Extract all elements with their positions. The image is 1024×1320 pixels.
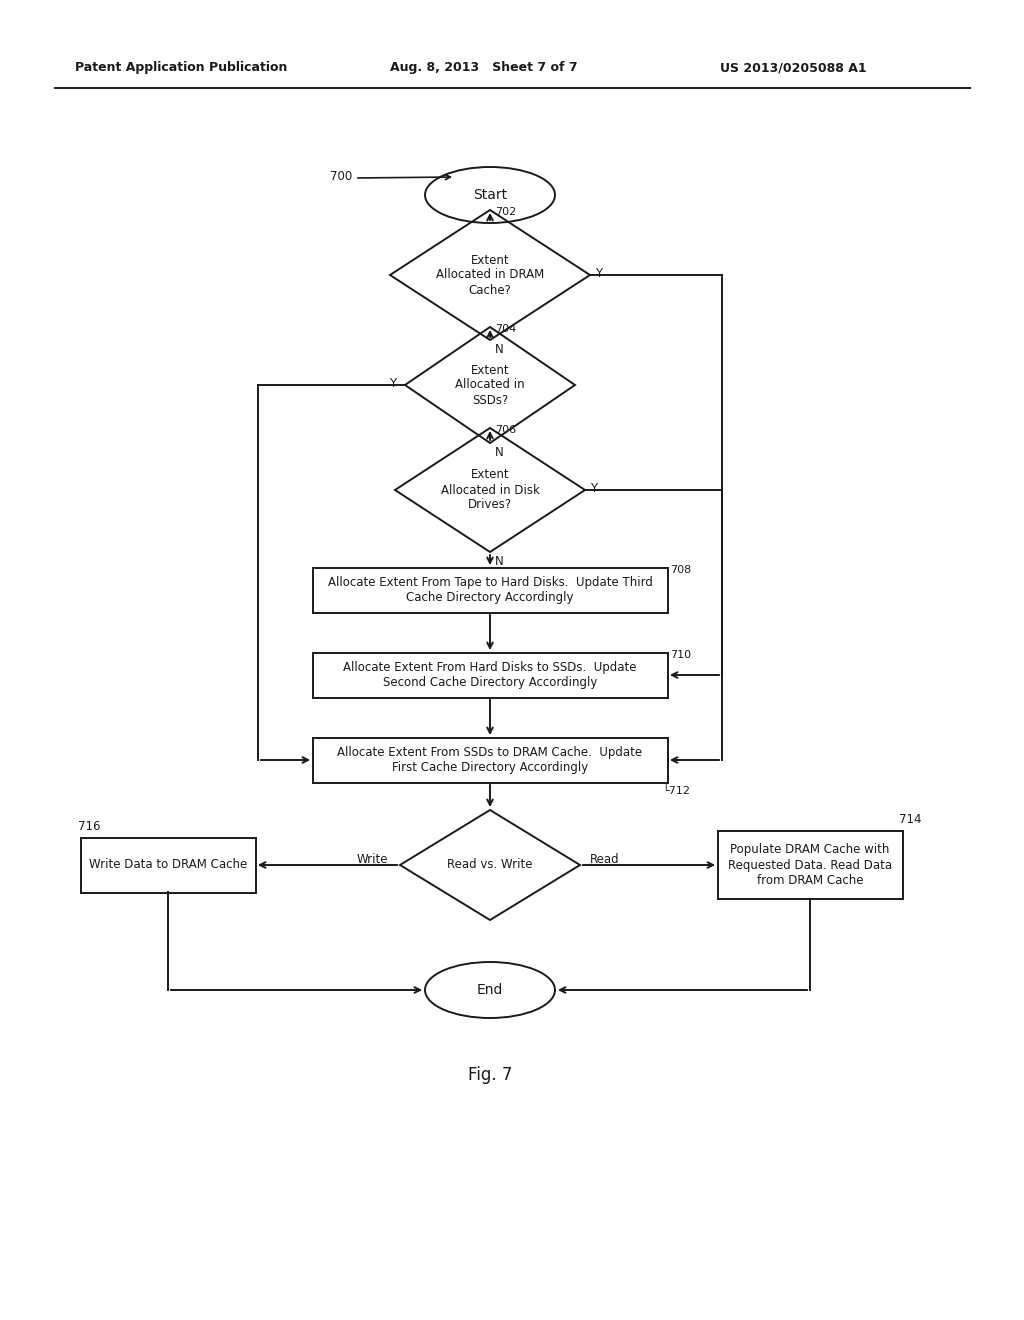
Text: Read: Read bbox=[590, 853, 620, 866]
Text: Extent
Allocated in
SSDs?: Extent Allocated in SSDs? bbox=[456, 363, 525, 407]
Text: 710: 710 bbox=[670, 649, 691, 660]
Text: US 2013/0205088 A1: US 2013/0205088 A1 bbox=[720, 62, 866, 74]
Text: Fig. 7: Fig. 7 bbox=[468, 1067, 512, 1084]
Text: Allocate Extent From Tape to Hard Disks.  Update Third
Cache Directory According: Allocate Extent From Tape to Hard Disks.… bbox=[328, 576, 652, 605]
Text: 714: 714 bbox=[899, 813, 922, 826]
Text: Y: Y bbox=[590, 482, 597, 495]
Text: Start: Start bbox=[473, 187, 507, 202]
Text: 716: 716 bbox=[78, 820, 100, 833]
Text: N: N bbox=[495, 446, 504, 459]
Text: 700: 700 bbox=[330, 170, 352, 183]
Text: N: N bbox=[495, 554, 504, 568]
Text: Y: Y bbox=[389, 378, 396, 389]
Text: Write: Write bbox=[356, 853, 388, 866]
Text: Extent
Allocated in DRAM
Cache?: Extent Allocated in DRAM Cache? bbox=[436, 253, 544, 297]
Text: Aug. 8, 2013   Sheet 7 of 7: Aug. 8, 2013 Sheet 7 of 7 bbox=[390, 62, 578, 74]
Text: Extent
Allocated in Disk
Drives?: Extent Allocated in Disk Drives? bbox=[440, 469, 540, 511]
Text: Populate DRAM Cache with
Requested Data. Read Data
from DRAM Cache: Populate DRAM Cache with Requested Data.… bbox=[728, 843, 892, 887]
Text: N: N bbox=[495, 343, 504, 356]
Text: Allocate Extent From SSDs to DRAM Cache.  Update
First Cache Directory According: Allocate Extent From SSDs to DRAM Cache.… bbox=[338, 746, 643, 774]
Bar bbox=[312, 738, 668, 783]
Text: 702: 702 bbox=[495, 207, 516, 216]
Text: Y: Y bbox=[595, 267, 602, 280]
Bar bbox=[81, 837, 256, 892]
Text: └712: └712 bbox=[662, 785, 690, 796]
Text: Allocate Extent From Hard Disks to SSDs.  Update
Second Cache Directory Accordin: Allocate Extent From Hard Disks to SSDs.… bbox=[343, 661, 637, 689]
Text: 704: 704 bbox=[495, 323, 516, 334]
Text: Read vs. Write: Read vs. Write bbox=[447, 858, 532, 871]
Text: Patent Application Publication: Patent Application Publication bbox=[75, 62, 288, 74]
Text: End: End bbox=[477, 983, 503, 997]
Bar bbox=[718, 832, 902, 899]
Text: Write Data to DRAM Cache: Write Data to DRAM Cache bbox=[89, 858, 247, 871]
Text: 708: 708 bbox=[670, 565, 691, 576]
Text: 706: 706 bbox=[495, 425, 516, 436]
Bar bbox=[312, 568, 668, 612]
Bar bbox=[312, 652, 668, 697]
